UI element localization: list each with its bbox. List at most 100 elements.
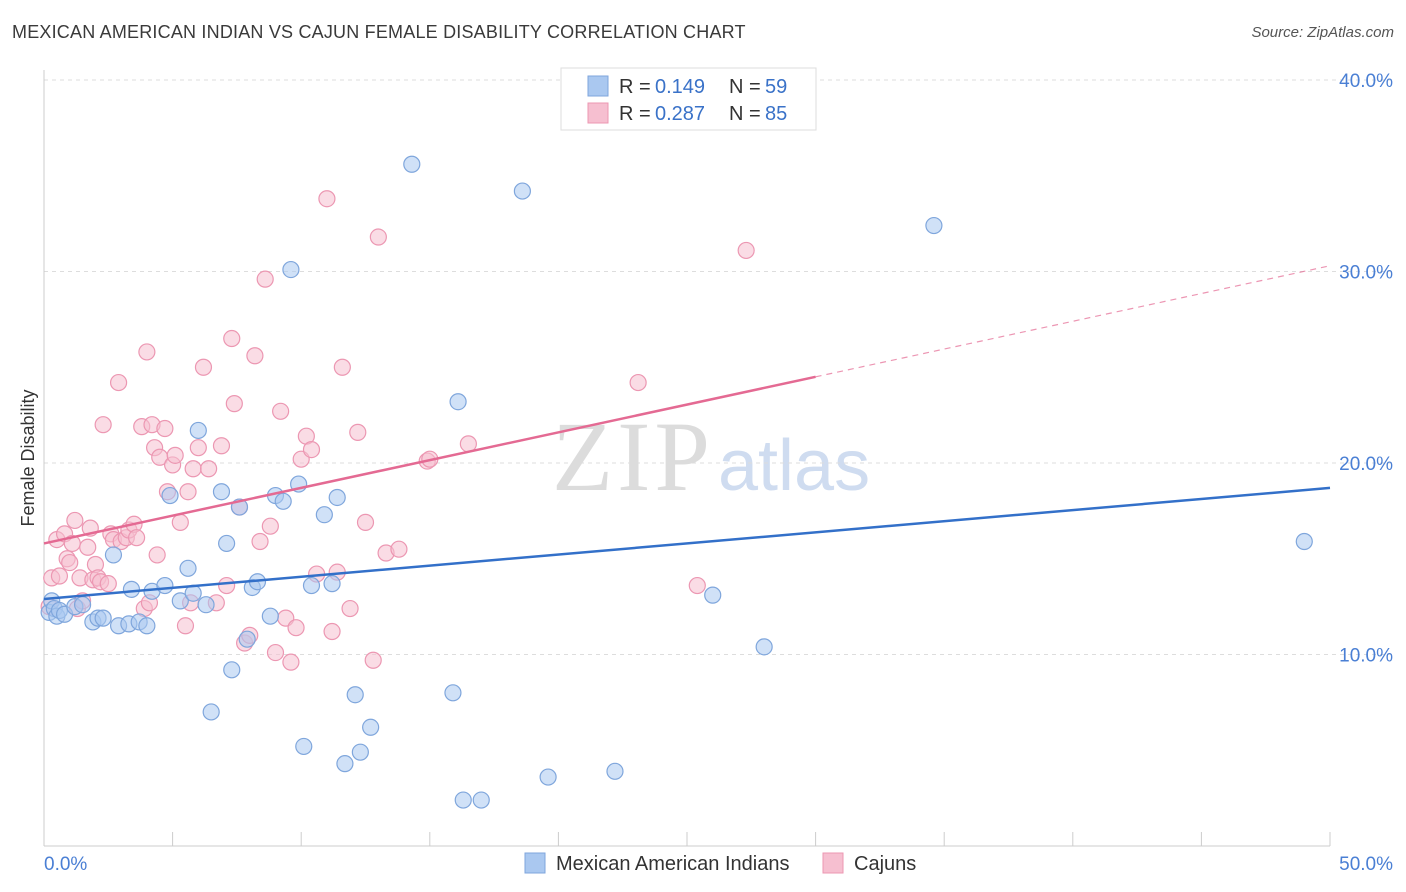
stats-legend-swatch-blue [587,75,609,97]
point-mexican-american-indians [328,488,346,507]
point-mexican-american-indians [156,576,174,595]
trend-lines [43,265,1331,601]
point-cajuns [171,513,189,531]
point-mexican-american-indians [122,580,141,598]
point-mexican-american-indians [94,609,112,627]
point-cajuns [364,651,382,669]
point-mexican-american-indians [202,703,220,721]
point-mexican-american-indians [274,492,292,510]
point-cajuns [200,460,218,478]
y-tick-label: 40.0% [1339,71,1393,92]
point-mexican-american-indians [171,592,189,610]
stats-legend-r-value-pink: 0.287 [655,103,705,125]
point-cajuns [109,373,128,392]
point-mexican-american-indians [189,421,207,440]
point-mexican-american-indians [1295,532,1313,551]
point-mexican-american-indians [454,791,472,809]
legend-label-cajuns: Cajuns [854,853,916,875]
point-mexican-american-indians [138,617,156,635]
point-cajuns [79,538,97,556]
point-cajuns [194,358,213,376]
stats-legend: R = 0.149 N = 59 R = 0.287 N = 85 [560,67,817,131]
x-tick-label-min: 0.0% [44,854,87,875]
point-cajuns [341,599,359,618]
point-mexican-american-indians [295,737,313,756]
point-cajuns [349,423,367,441]
x-axis-ticks [172,832,1331,846]
point-mexican-american-indians [704,586,722,604]
point-cajuns [688,576,706,595]
point-mexican-american-indians [282,260,300,279]
point-mexican-american-indians [472,791,490,809]
point-cajuns [212,437,231,455]
point-mexican-american-indians [539,768,557,786]
point-mexican-american-indians [223,661,241,679]
point-cajuns [356,513,375,531]
point-cajuns [225,395,243,413]
point-cajuns [223,329,241,348]
stats-legend-r-label-pink: R = [619,103,651,125]
point-mexican-american-indians [323,575,341,593]
point-cajuns [189,439,207,457]
point-cajuns [629,373,647,392]
point-cajuns [127,529,146,547]
point-cajuns [94,416,112,434]
point-cajuns [302,440,321,459]
y-axis-title: Female Disability [18,389,38,526]
point-cajuns [323,622,341,641]
y-tick-label: 10.0% [1339,646,1393,667]
point-mexican-american-indians [179,559,197,577]
chart-title: MEXICAN AMERICAN INDIAN VS CAJUN FEMALE … [12,22,746,42]
point-mexican-american-indians [302,576,321,595]
point-cajuns [261,517,279,535]
point-cajuns [61,553,79,572]
gridlines [44,79,1393,655]
point-mexican-american-indians [513,182,531,200]
point-mexican-american-indians [238,630,256,648]
y-tick-label: 30.0% [1339,263,1393,284]
point-mexican-american-indians [197,596,215,614]
point-cajuns [99,575,117,593]
point-mexican-american-indians [755,638,773,656]
point-cajuns [156,419,174,438]
point-mexican-american-indians [403,155,421,173]
point-cajuns [218,576,236,595]
point-mexican-american-indians [444,684,462,702]
point-mexican-american-indians [606,762,624,780]
series-legend: Mexican American Indians Cajuns [524,852,916,875]
point-mexican-american-indians [449,393,467,411]
point-mexican-american-indians [346,686,364,704]
point-cajuns [50,567,69,585]
point-cajuns [138,343,156,361]
trend-line-cajuns-extension [815,265,1331,378]
trend-line-cajuns [43,375,816,545]
legend-swatch-cajuns [822,852,844,874]
point-mexican-american-indians [104,546,123,564]
stats-legend-n-label-blue: N = [729,76,761,98]
point-cajuns [333,358,351,376]
point-cajuns [179,483,197,501]
point-mexican-american-indians [218,534,236,553]
point-cajuns [737,241,755,260]
point-cajuns [369,228,387,246]
point-cajuns [390,540,408,558]
point-cajuns [176,617,195,635]
watermark-atlas: atlas [718,426,870,506]
point-cajuns [148,546,166,564]
point-mexican-american-indians [336,755,354,773]
stats-legend-r-value-blue: 0.149 [655,76,705,98]
point-cajuns [246,347,264,365]
stats-legend-n-value-pink: 85 [765,103,787,125]
point-cajuns [282,653,300,671]
point-mexican-american-indians [261,607,279,625]
stats-legend-r-label-blue: R = [619,76,651,98]
legend-label-mexican-american-indians: Mexican American Indians [556,853,789,875]
point-cajuns [184,460,202,478]
stats-legend-n-label-pink: N = [729,103,761,125]
point-mexican-american-indians [925,216,943,235]
y-tick-label: 20.0% [1339,454,1393,475]
x-tick-label-max: 50.0% [1339,854,1393,875]
stats-legend-n-value-blue: 59 [765,76,787,98]
point-mexican-american-indians [351,743,369,761]
